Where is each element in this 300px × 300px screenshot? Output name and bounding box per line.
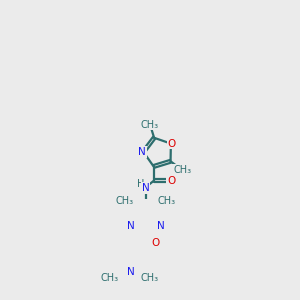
Text: N: N bbox=[142, 183, 150, 193]
Text: O: O bbox=[167, 139, 175, 148]
Text: CH₃: CH₃ bbox=[140, 119, 159, 130]
Text: CH₃: CH₃ bbox=[141, 273, 159, 284]
Text: H: H bbox=[137, 179, 144, 189]
Text: N: N bbox=[157, 221, 165, 231]
Text: O: O bbox=[167, 176, 176, 186]
Text: O: O bbox=[152, 238, 160, 248]
Text: CH₃: CH₃ bbox=[116, 196, 134, 206]
Text: N: N bbox=[127, 221, 135, 231]
Text: CH₃: CH₃ bbox=[173, 165, 191, 175]
Text: CH₃: CH₃ bbox=[158, 196, 176, 206]
Text: N: N bbox=[138, 147, 146, 157]
Text: N: N bbox=[127, 267, 135, 277]
Text: CH₃: CH₃ bbox=[100, 273, 118, 284]
